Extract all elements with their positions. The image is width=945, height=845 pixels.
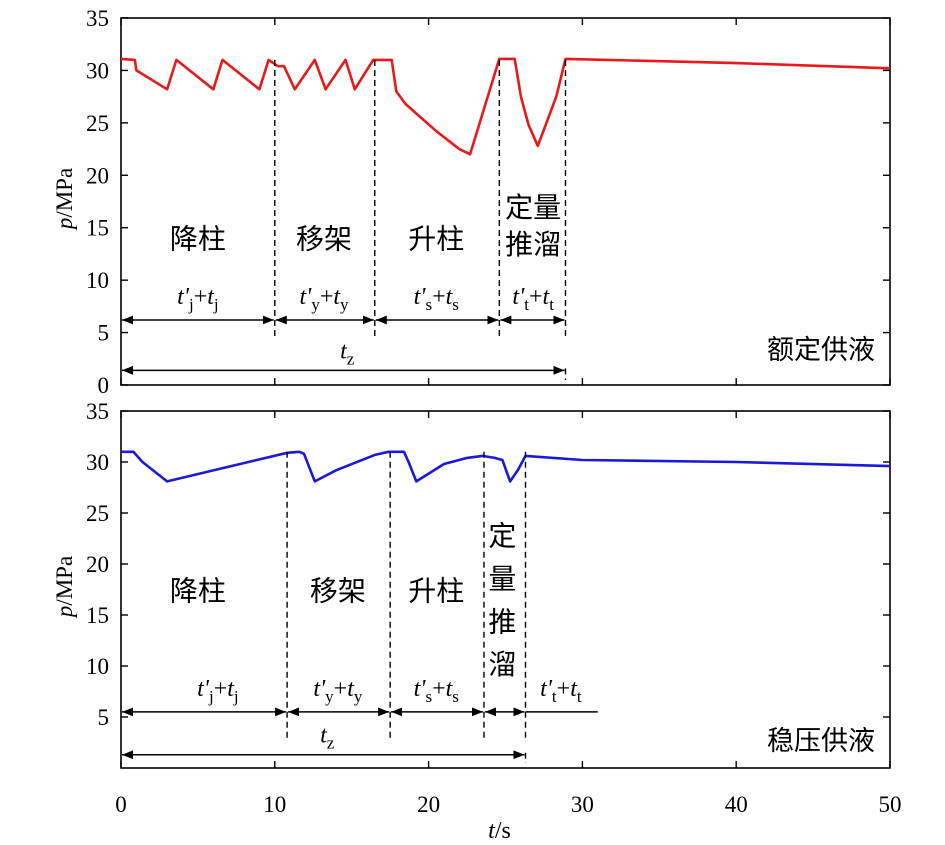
phase-label: 推溜: [505, 228, 561, 261]
y-tick-label: 20: [86, 552, 109, 577]
panel-1: 0 5 10 15 20 25 30 35 p/MPa tz t'j+tj t'y+ty t's+ts t…: [52, 6, 891, 398]
total-time-label: tz: [340, 338, 355, 368]
supply-mode-label: 额定供液: [767, 335, 875, 366]
x-tick-label: 20: [417, 792, 440, 817]
y-tick-label: 5: [98, 705, 110, 730]
y-tick-label: 5: [98, 321, 110, 346]
interval-time-label: t't+tt: [512, 284, 554, 314]
interval-time-label: t's+ts: [414, 676, 459, 706]
y-tick-label: 30: [86, 58, 109, 83]
y-axis-label: p/MPa: [52, 556, 77, 619]
y-tick-label: 15: [86, 603, 109, 628]
y-tick-label: 25: [86, 111, 109, 136]
pressure-series-line: [120, 57, 891, 156]
x-tick-label: 10: [263, 792, 286, 817]
phase-label: 升柱: [408, 575, 464, 608]
interval-time-label: t's+ts: [414, 284, 459, 314]
y-tick-label: 10: [86, 268, 109, 293]
phase-label: 定量: [505, 191, 561, 224]
phase-label: 降柱: [170, 223, 226, 256]
phase-label: 溜: [488, 648, 516, 681]
phase-label: 量: [488, 562, 516, 595]
interval-time-label: t'y+ty: [300, 284, 350, 314]
y-axis-label: p/MPa: [52, 168, 77, 231]
x-tick-label: 50: [879, 792, 902, 817]
panel-2: 0 10 20 30 40 50 5 10 15 20 25 30 35 p/MPa tz t'j+tj t'y…: [52, 399, 902, 817]
y-tick-label: 20: [86, 163, 109, 188]
phase-label: 降柱: [170, 575, 226, 608]
interval-time-label: t'j+tj: [197, 676, 239, 706]
y-tick-label: 30: [86, 450, 109, 475]
y-tick-label: 35: [86, 6, 109, 31]
phase-label: 升柱: [408, 223, 464, 256]
x-tick-label: 30: [571, 792, 594, 817]
plot-frame: [120, 410, 891, 769]
y-tick-label: 15: [86, 216, 109, 241]
x-tick-label: 40: [725, 792, 748, 817]
phase-label: 推: [488, 605, 516, 638]
x-axis-label: t/s: [488, 818, 511, 844]
pressure-series-line: [121, 450, 891, 483]
y-tick-label: 10: [86, 654, 109, 679]
y-tick-label: 35: [86, 399, 109, 424]
y-tick-label: 0: [98, 373, 110, 398]
phase-label: 定: [488, 520, 516, 553]
phase-label: 移架: [296, 223, 352, 256]
plot-frame: [120, 17, 891, 386]
interval-time-label: t't+tt: [540, 676, 582, 706]
total-time-label: tz: [320, 723, 335, 753]
y-tick-label: 25: [86, 501, 109, 526]
x-tick-label: 0: [115, 792, 127, 817]
interval-time-label: t'j+tj: [177, 284, 219, 314]
supply-mode-label: 稳压供液: [767, 726, 875, 757]
phase-label: 移架: [310, 575, 366, 608]
interval-time-label: t'y+ty: [313, 676, 363, 706]
